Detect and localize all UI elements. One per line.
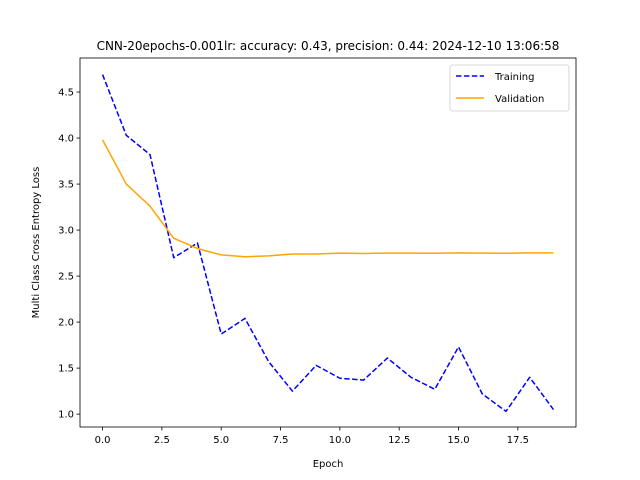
- x-tick-label: 2.5: [154, 435, 170, 446]
- y-tick-label: 4.5: [58, 88, 74, 99]
- x-tick-label: 5.0: [213, 435, 229, 446]
- x-axis-label: Epoch: [313, 459, 344, 470]
- x-tick-label: 12.5: [388, 435, 410, 446]
- plot-frame: [79, 57, 577, 428]
- series-line-validation: [101, 139, 554, 258]
- x-tick-label: 15.0: [447, 435, 469, 446]
- x-tick-label: 0.0: [95, 435, 111, 446]
- legend-label-training: Training: [494, 72, 534, 83]
- y-tick-label: 3.5: [58, 180, 74, 191]
- y-tick-label: 4.0: [58, 134, 74, 145]
- legend-label-validation: Validation: [495, 94, 544, 105]
- x-tick-label: 17.5: [507, 435, 529, 446]
- y-tick-label: 2.0: [58, 318, 74, 329]
- y-tick-label: 1.0: [58, 410, 74, 421]
- y-tick-label: 3.0: [58, 226, 74, 237]
- x-tick-label: 10.0: [329, 435, 351, 446]
- y-tick-label: 1.5: [58, 364, 74, 375]
- y-axis-label: Multi Class Cross Entropy Loss: [31, 167, 42, 319]
- chart-title: CNN-20epochs-0.001lr: accuracy: 0.43, pr…: [97, 39, 560, 53]
- legend: Training Validation: [449, 64, 570, 112]
- series-line-training: [101, 74, 555, 413]
- plot-area: 0.0 2.5 5.0 7.5 10.0 12.5 15.0 17.5 1.0 1.5 2.0 2.5…: [58, 57, 577, 446]
- y-tick-label: 2.5: [58, 272, 74, 283]
- x-tick-label: 7.5: [273, 435, 289, 446]
